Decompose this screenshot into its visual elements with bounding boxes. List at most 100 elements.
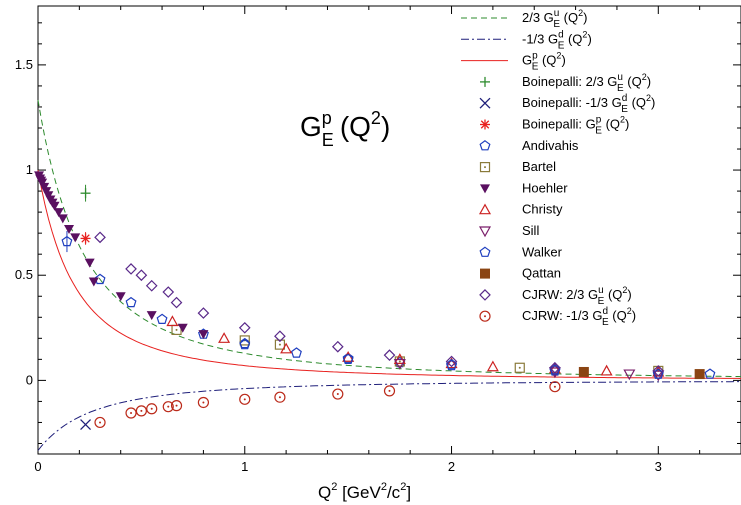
point-hoehler bbox=[64, 224, 75, 234]
point-cjrw_u bbox=[170, 296, 183, 309]
point-cjrw_d bbox=[162, 401, 174, 413]
point-cjrw_d bbox=[135, 405, 147, 417]
chart-title: Gp E (Q2) bbox=[300, 108, 390, 150]
tick-labels: 0 1 2 3 0 0.5 1 1.5 bbox=[15, 57, 662, 474]
point-hoehler bbox=[177, 323, 188, 333]
x-axis-label: Q2 [GeV2/c2] bbox=[318, 481, 411, 502]
curve-fit_p bbox=[37, 170, 741, 379]
legend-label: Sill bbox=[522, 223, 539, 238]
point-christy bbox=[166, 315, 179, 327]
point-cjrw_u bbox=[238, 321, 251, 334]
point-cjrw_d bbox=[274, 391, 286, 403]
legend-item-hoehler: Hoehler bbox=[480, 180, 568, 195]
legend-swatch bbox=[478, 203, 492, 215]
point-bartel bbox=[514, 362, 525, 373]
data-points bbox=[34, 171, 716, 431]
point-cjrw_d bbox=[197, 396, 210, 409]
point-cjrw_d bbox=[146, 403, 158, 415]
point-andivahis bbox=[61, 235, 73, 247]
legend-swatch bbox=[479, 162, 491, 173]
point-walker bbox=[239, 338, 251, 350]
point-hoehler bbox=[88, 277, 99, 287]
point-cjrw_u bbox=[94, 231, 106, 244]
point-walker bbox=[704, 368, 716, 379]
point-christy bbox=[393, 353, 406, 364]
point-christy bbox=[486, 360, 499, 372]
point-hoehler bbox=[49, 201, 60, 211]
legend-item-andivahis: Andivahis bbox=[479, 138, 579, 153]
legend-label: Bartel bbox=[522, 159, 556, 174]
point-cjrw_d bbox=[125, 407, 137, 419]
plot-frame bbox=[37, 5, 741, 455]
point-sill bbox=[623, 369, 636, 381]
y-tick-label: 0 bbox=[26, 372, 33, 387]
curve-fit_u bbox=[37, 99, 741, 378]
point-cjrw_u bbox=[383, 349, 396, 361]
point-boin_d bbox=[80, 419, 92, 431]
legend-label: Gp E (Q2) bbox=[522, 51, 566, 73]
point-walker bbox=[342, 353, 354, 364]
legend-item-christy: Christy bbox=[478, 202, 563, 217]
legend-item-fit_d: -1/3 Gd E (Q2) bbox=[461, 29, 592, 51]
legend-item-boin_p: Boinepalli: Gp E (Q2) bbox=[480, 115, 629, 137]
point-christy bbox=[218, 332, 231, 343]
point-cjrw_d bbox=[549, 381, 561, 393]
legend-item-fit_u: 2/3 Gu E (Q2) bbox=[461, 8, 587, 30]
point-cjrw_d bbox=[332, 388, 344, 400]
point-cjrw_u bbox=[162, 286, 175, 298]
legend-item-fit_p: Gp E (Q2) bbox=[461, 51, 566, 73]
point-andivahis bbox=[94, 273, 106, 285]
legend-item-boin_d: Boinepalli: -1/3 Gd E (Q2) bbox=[479, 93, 655, 115]
point-cjrw_u bbox=[331, 340, 344, 353]
legend-item-bartel: Bartel bbox=[479, 159, 556, 174]
legend-item-sill: Sill bbox=[478, 223, 539, 238]
point-hoehler bbox=[115, 292, 126, 302]
point-cjrw_u bbox=[549, 361, 561, 374]
legend-swatch bbox=[478, 226, 492, 238]
y-tick-label: 1 bbox=[26, 162, 33, 177]
x-tick-label: 0 bbox=[34, 459, 41, 474]
point-christy bbox=[600, 364, 613, 376]
legend-swatch bbox=[480, 184, 490, 194]
point-sill bbox=[652, 370, 665, 382]
legend-swatch bbox=[479, 310, 491, 322]
legend-item-cjrw_d: CJRW: -1/3 Gd E (Q2) bbox=[479, 306, 636, 328]
legend-item-walker: Walker bbox=[479, 244, 563, 259]
point-cjrw_d bbox=[383, 385, 396, 397]
point-cjrw_u bbox=[652, 365, 665, 377]
point-hoehler bbox=[70, 233, 81, 243]
legend-label: Walker bbox=[522, 244, 563, 259]
legend-swatch bbox=[480, 119, 490, 130]
point-hoehler bbox=[57, 214, 68, 224]
legend-label: Boinepalli: -1/3 Gd E (Q2) bbox=[522, 93, 655, 115]
legend-label: 2/3 Gu E (Q2) bbox=[522, 8, 587, 30]
legend-label: Hoehler bbox=[522, 180, 568, 195]
legend-label: Boinepalli: 2/3 Gu E (Q2) bbox=[522, 72, 651, 94]
point-boin_p bbox=[80, 233, 91, 244]
y-tick-label: 1.5 bbox=[15, 57, 33, 72]
curve-fit_d bbox=[37, 381, 741, 451]
y-tick-label: 0.5 bbox=[15, 267, 33, 282]
x-tick-label: 2 bbox=[448, 459, 455, 474]
point-andivahis bbox=[342, 352, 354, 363]
point-qattan bbox=[578, 366, 589, 377]
x-tick-label: 1 bbox=[241, 459, 248, 474]
point-bartel bbox=[274, 339, 286, 350]
legend-item-cjrw_u: CJRW: 2/3 Gu E (Q2) bbox=[479, 285, 632, 307]
point-cjrw_u bbox=[445, 355, 458, 368]
point-andivahis bbox=[446, 359, 458, 371]
point-cjrw_u bbox=[135, 269, 148, 282]
legend-label: Boinepalli: Gp E (Q2) bbox=[522, 115, 629, 137]
legend: 2/3 Gu E (Q2)-1/3 Gd E (Q2)Gp E (Q2)Boinepa… bbox=[461, 8, 655, 328]
point-cjrw_u bbox=[274, 330, 286, 343]
point-andivahis bbox=[290, 347, 302, 358]
legend-label: -1/3 Gd E (Q2) bbox=[522, 29, 592, 51]
point-sill bbox=[548, 367, 561, 379]
point-hoehler bbox=[84, 258, 95, 268]
fit-curves bbox=[37, 99, 741, 451]
point-christy bbox=[445, 357, 458, 369]
legend-label: Andivahis bbox=[522, 138, 579, 153]
legend-label: Christy bbox=[522, 202, 563, 217]
point-walker bbox=[549, 364, 561, 375]
